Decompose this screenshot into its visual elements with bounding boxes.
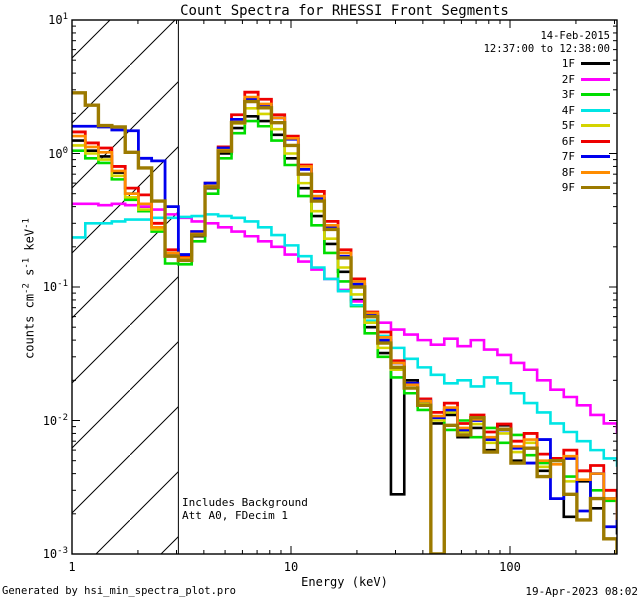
legend-entry-5F: 5F [484, 118, 610, 134]
legend-color-swatch [581, 93, 610, 97]
x-tick-label: 1 [68, 560, 76, 574]
y-tick-label: 10-3 [42, 546, 68, 561]
legend-color-swatch [581, 124, 610, 128]
legend-label: 8F [561, 165, 575, 179]
annotation-line-1: Includes Background [182, 496, 308, 509]
legend-label: 9F [561, 181, 575, 195]
legend-label: 5F [561, 119, 575, 133]
annotation-line-2: Att A0, FDecim 1 [182, 509, 288, 522]
legend-label: 7F [561, 150, 575, 164]
legend-color-swatch [581, 155, 610, 159]
x-tick-label: 10 [283, 560, 299, 574]
y-tick-label: 100 [48, 145, 68, 161]
legend-entry-3F: 3F [484, 87, 610, 103]
legend-label: 2F [561, 72, 575, 86]
legend-color-swatch [581, 77, 610, 81]
legend-label: 3F [561, 88, 575, 102]
legend-color-swatch [581, 108, 610, 112]
legend-color-swatch [581, 186, 610, 190]
curve-9F [72, 91, 617, 554]
y-tick-label: 10-1 [42, 279, 68, 294]
legend-entry-9F: 9F [484, 180, 610, 196]
footer-timestamp: 19-Apr-2023 08:02 [525, 585, 638, 598]
x-tick-label: 100 [499, 560, 521, 574]
legend-label: 1F [561, 57, 575, 71]
legend-date: 14-Feb-2015 [540, 30, 610, 42]
y-tick-label: 101 [48, 12, 68, 27]
legend-entry-7F: 7F [484, 149, 610, 165]
curve-4F [72, 213, 617, 467]
legend-entry-1F: 1F [484, 56, 610, 72]
plot-title: Count Spectra for RHESSI Front Segments [180, 3, 509, 19]
x-axis-label: Energy (keV) [301, 575, 388, 589]
y-tick-label: 10-2 [42, 412, 68, 428]
legend-label: 6F [561, 134, 575, 148]
legend: 14-Feb-2015 12:37:00 to 12:38:00 1F 2F 3F 4… [484, 30, 610, 196]
legend-entry-2F: 2F [484, 72, 610, 88]
footer-generated-by: Generated by hsi_min_spectra_plot.pro [2, 585, 236, 597]
legend-color-swatch [581, 139, 610, 143]
legend-color-swatch [581, 62, 610, 66]
legend-entry-4F: 4F [484, 103, 610, 119]
plot-annotation: Includes Background Att A0, FDecim 1 [182, 496, 308, 522]
legend-color-swatch [581, 170, 610, 174]
legend-label: 4F [561, 103, 575, 117]
plot-frame [71, 19, 618, 555]
legend-time: 12:37:00 to 12:38:00 [483, 43, 610, 55]
legend-entries: 1F 2F 3F 4F 5F 6F 7F 8F 9F [484, 56, 610, 196]
legend-entry-6F: 6F [484, 134, 610, 150]
legend-entry-8F: 8F [484, 165, 610, 181]
attenuator-hatched-region [71, 19, 179, 555]
